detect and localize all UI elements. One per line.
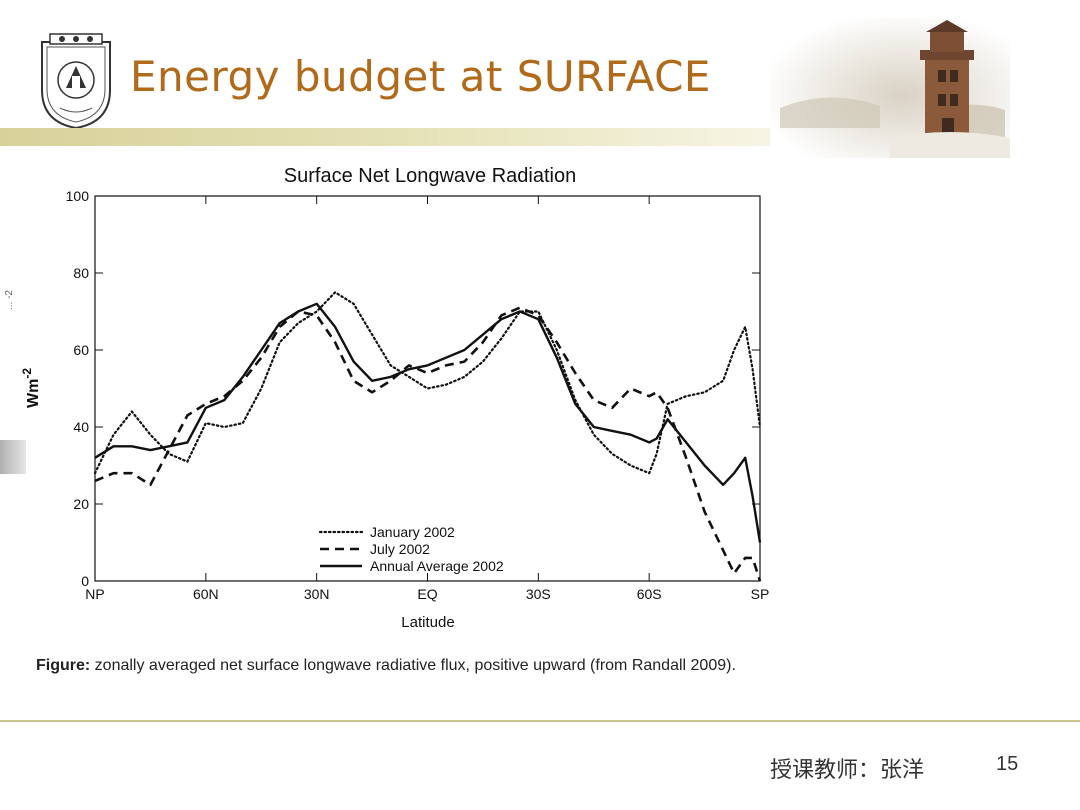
axis-ticks: 0 20 40 60 80 100 NP 60N 30N EQ 30S 60S SP xyxy=(66,188,770,602)
x-tick-label: EQ xyxy=(417,586,437,602)
x-tick-label: 60N xyxy=(193,586,219,602)
header-rule xyxy=(0,128,770,146)
y-tick-label: 0 xyxy=(81,573,89,589)
caption-text: zonally averaged net surface longwave ra… xyxy=(90,657,736,674)
y-axis-label: Wm-2 xyxy=(20,368,42,408)
y-tick-label: 100 xyxy=(66,188,90,204)
series-line-january-2002 xyxy=(93,291,762,475)
legend-label: Annual Average 2002 xyxy=(370,558,504,574)
figure-caption: Figure: zonally averaged net surface lon… xyxy=(36,656,836,676)
campus-tower-image xyxy=(770,18,1010,158)
caption-label: Figure: xyxy=(36,657,91,674)
footer-rule xyxy=(0,720,1080,722)
longwave-radiation-chart: ... -2 Surface Net Longwave Radiation 0 2… xyxy=(0,150,800,640)
x-tick-label: 30S xyxy=(526,586,551,602)
university-emblem-logo xyxy=(41,33,111,130)
page-number: 15 xyxy=(996,753,1019,775)
y-tick-label: 60 xyxy=(73,342,89,358)
series-layer xyxy=(93,291,762,582)
clipped-fragment-text: ... -2 xyxy=(4,290,15,310)
y-tick-label: 20 xyxy=(73,496,89,512)
x-tick-label: SP xyxy=(751,586,770,602)
x-axis-label: Latitude xyxy=(401,614,454,631)
clipped-left-fragment-label: ... -2 xyxy=(4,290,15,310)
left-edge-shade xyxy=(0,440,26,474)
series-line-july-2002 xyxy=(94,306,762,582)
legend-label: January 2002 xyxy=(370,524,455,540)
y-tick-label: 40 xyxy=(73,419,89,435)
x-tick-label: 60S xyxy=(637,586,662,602)
chart-title: Surface Net Longwave Radiation xyxy=(284,165,576,187)
x-tick-label: 30N xyxy=(304,586,330,602)
y-tick-label: 80 xyxy=(73,265,89,281)
instructor-label: 授课教师：张洋 xyxy=(770,758,925,783)
series-line-annual-average-2002 xyxy=(94,302,762,543)
x-tick-label: NP xyxy=(85,586,104,602)
chart-svg: ... -2 Surface Net Longwave Radiation 0 2… xyxy=(4,165,770,631)
slide-title: Energy budget at SURFACE xyxy=(130,52,711,101)
legend-label: July 2002 xyxy=(370,541,430,557)
